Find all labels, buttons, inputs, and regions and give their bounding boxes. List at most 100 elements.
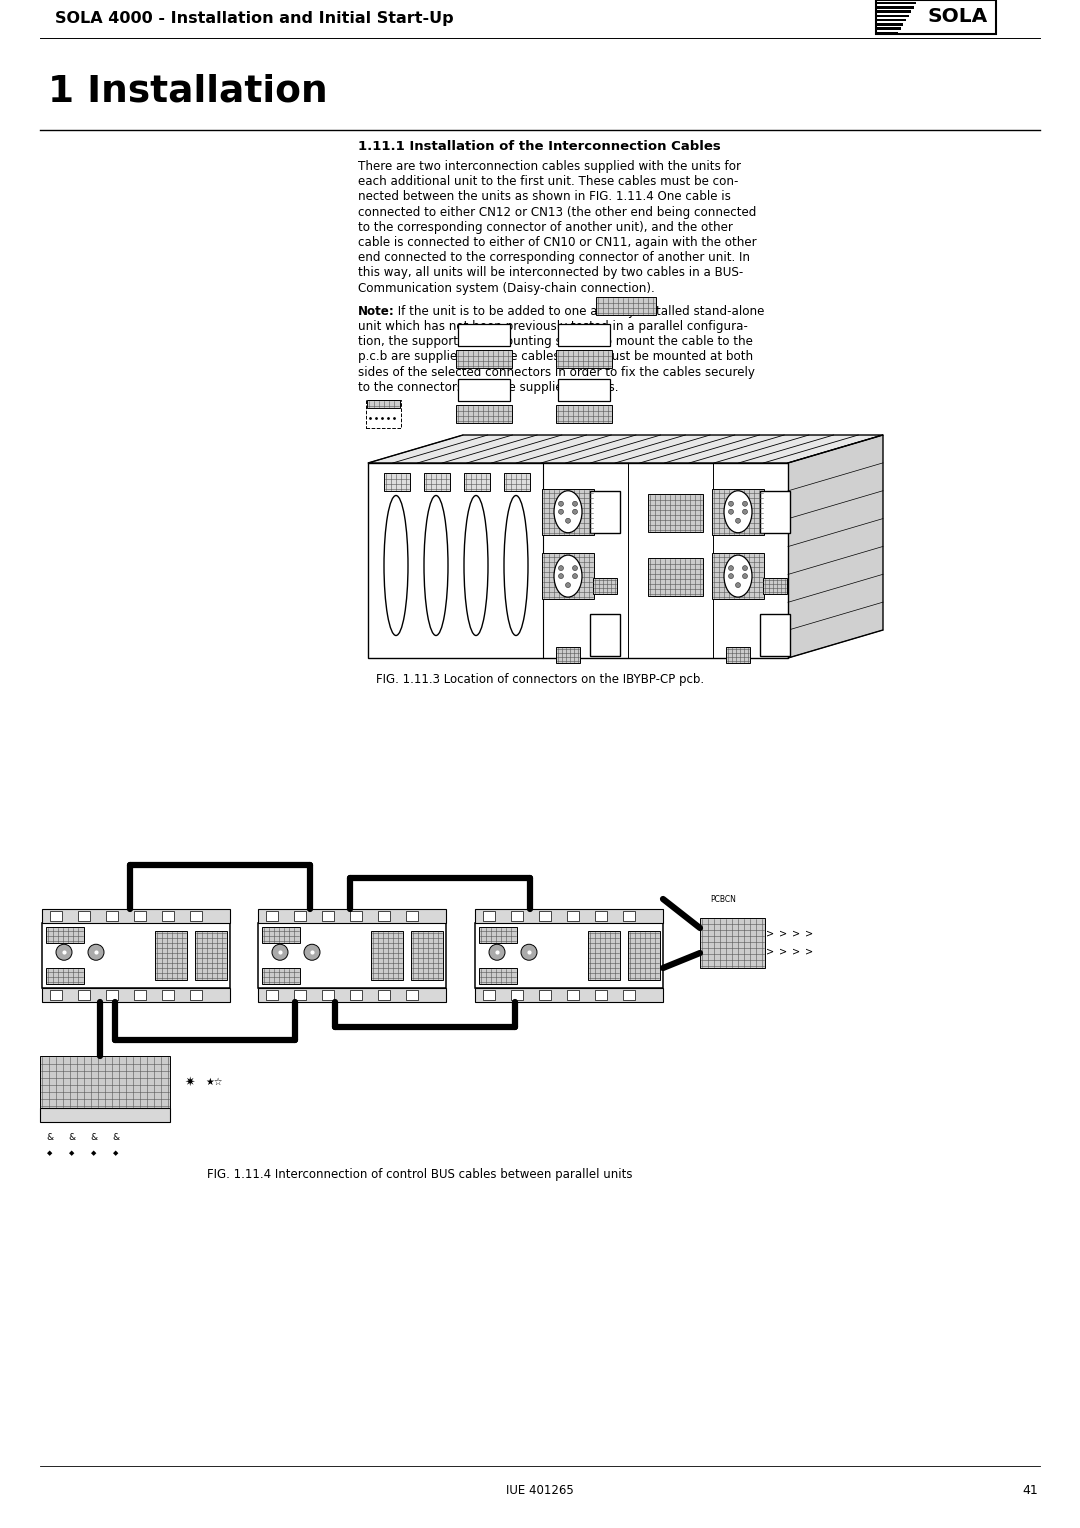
Bar <box>877 15 908 17</box>
Bar <box>556 350 612 368</box>
Bar <box>483 911 495 921</box>
Bar <box>266 911 278 921</box>
Bar <box>322 990 334 999</box>
Bar <box>877 18 906 21</box>
Bar <box>762 578 787 594</box>
Bar <box>726 646 750 663</box>
Text: to the connectors with the supplied screws.: to the connectors with the supplied scre… <box>357 380 619 394</box>
Bar <box>46 927 84 943</box>
Bar <box>262 927 300 943</box>
Text: cable is connected to either of CN10 or CN11, again with the other: cable is connected to either of CN10 or … <box>357 235 757 249</box>
Bar <box>511 911 523 921</box>
Circle shape <box>489 944 505 960</box>
Bar <box>623 911 635 921</box>
Text: tion, the supports and mounting screws to mount the cable to the: tion, the supports and mounting screws t… <box>357 335 753 348</box>
Text: each additional unit to the first unit. These cables must be con-: each additional unit to the first unit. … <box>357 176 739 188</box>
Bar <box>456 350 512 368</box>
Bar <box>258 989 446 1002</box>
Bar <box>378 990 390 999</box>
Text: If the unit is to be added to one already installed stand-alone: If the unit is to be added to one alread… <box>394 304 765 318</box>
Polygon shape <box>368 435 883 463</box>
Bar <box>700 918 765 969</box>
Text: nected between the units as shown in FIG. 1.11.4 One cable is: nected between the units as shown in FIG… <box>357 191 731 203</box>
Bar <box>378 911 390 921</box>
Circle shape <box>558 509 564 515</box>
Bar <box>877 2 916 5</box>
Bar <box>877 23 903 26</box>
Text: ◆: ◆ <box>69 1151 75 1157</box>
Bar <box>542 489 594 535</box>
Text: FIG. 1.11.3 Location of connectors on the IBYBP-CP pcb.: FIG. 1.11.3 Location of connectors on th… <box>376 672 704 686</box>
Bar <box>195 931 227 979</box>
Bar <box>712 553 764 599</box>
Bar <box>367 400 400 408</box>
Text: >: > <box>792 946 800 957</box>
Text: unit which has not been previously tested in a parallel configura-: unit which has not been previously teste… <box>357 319 747 333</box>
Bar <box>106 911 118 921</box>
Bar <box>384 474 410 490</box>
Circle shape <box>566 518 570 523</box>
Bar <box>366 400 401 428</box>
Bar <box>406 911 418 921</box>
Bar <box>596 296 656 315</box>
Bar <box>475 909 663 923</box>
Circle shape <box>558 565 564 570</box>
Circle shape <box>735 518 741 523</box>
Bar <box>648 558 703 596</box>
Bar <box>258 909 446 923</box>
Ellipse shape <box>384 495 408 636</box>
Bar <box>760 490 789 533</box>
Circle shape <box>87 944 104 960</box>
Text: SOLA 4000 - Installation and Initial Start-Up: SOLA 4000 - Installation and Initial Sta… <box>55 11 454 26</box>
Bar <box>258 923 446 989</box>
Bar <box>106 990 118 999</box>
Text: IUE 401265: IUE 401265 <box>507 1484 573 1496</box>
Text: 41: 41 <box>1022 1484 1038 1496</box>
Bar <box>539 990 551 999</box>
Bar <box>590 614 620 656</box>
Text: &: & <box>112 1134 120 1143</box>
Bar <box>162 990 174 999</box>
Bar <box>556 646 580 663</box>
Bar <box>567 911 579 921</box>
Bar <box>464 474 490 490</box>
Bar <box>162 911 174 921</box>
Bar <box>156 931 187 979</box>
Text: FIG. 1.11.4 Interconnection of control BUS cables between parallel units: FIG. 1.11.4 Interconnection of control B… <box>207 1167 633 1181</box>
Text: >: > <box>766 927 774 938</box>
Bar <box>483 990 495 999</box>
Bar <box>556 405 612 423</box>
Bar <box>877 11 912 12</box>
Circle shape <box>729 565 733 570</box>
Bar <box>480 969 517 984</box>
Text: Communication system (Daisy-chain connection).: Communication system (Daisy-chain connec… <box>357 281 654 295</box>
Bar <box>627 931 660 979</box>
Circle shape <box>735 582 741 588</box>
Text: &: & <box>46 1134 54 1143</box>
Circle shape <box>572 565 578 570</box>
Bar <box>372 931 403 979</box>
Text: 1.11.1 Installation of the Interconnection Cables: 1.11.1 Installation of the Interconnecti… <box>357 141 720 153</box>
Circle shape <box>56 944 72 960</box>
Bar <box>877 32 897 34</box>
Bar <box>458 324 510 345</box>
Text: &: & <box>68 1134 76 1143</box>
Circle shape <box>729 501 733 506</box>
Bar <box>50 990 62 999</box>
Text: SOLA: SOLA <box>928 8 988 26</box>
Text: >: > <box>792 927 800 938</box>
Bar <box>190 990 202 999</box>
Bar <box>424 474 450 490</box>
Text: p.c.b are supplied with the cables. They must be mounted at both: p.c.b are supplied with the cables. They… <box>357 350 753 364</box>
Bar <box>623 990 635 999</box>
Bar <box>760 614 789 656</box>
Bar <box>877 6 914 9</box>
Text: >: > <box>779 927 787 938</box>
Bar <box>294 911 306 921</box>
Circle shape <box>743 509 747 515</box>
Bar <box>40 1056 170 1108</box>
Bar <box>588 931 620 979</box>
Bar <box>542 553 594 599</box>
Bar <box>350 990 362 999</box>
Text: end connected to the corresponding connector of another unit. In: end connected to the corresponding conne… <box>357 251 750 264</box>
